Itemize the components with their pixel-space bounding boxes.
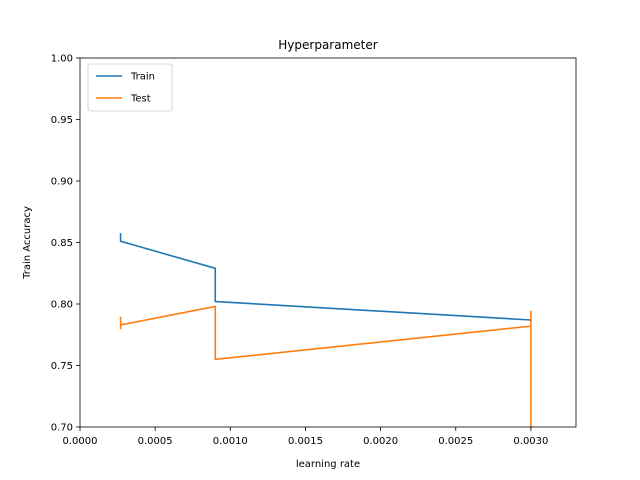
y-axis-label: Train Accuracy xyxy=(22,206,33,280)
y-tick-label: 0.80 xyxy=(51,300,73,311)
legend: Train Test xyxy=(87,63,173,112)
y-tick-label: 0.95 xyxy=(51,115,73,126)
y-tick-label: 0.70 xyxy=(51,423,73,434)
y-tick-label: 0.90 xyxy=(51,177,73,188)
y-tick-label: 0.85 xyxy=(51,238,73,249)
legend-label-train: Train xyxy=(130,72,155,83)
x-tick-label: 0.0025 xyxy=(438,436,473,447)
legend-label-test: Test xyxy=(130,94,151,105)
x-tick-label: 0.0010 xyxy=(213,436,248,447)
legend-box xyxy=(87,63,173,112)
x-tick-label: 0.0030 xyxy=(513,436,548,447)
x-tick-label: 0.0000 xyxy=(63,436,98,447)
series-line-test xyxy=(119,305,532,428)
chart-title: Hyperparameter xyxy=(278,38,377,52)
series-layer xyxy=(119,233,532,428)
x-tick-label: 0.0015 xyxy=(288,436,323,447)
y-tick-label: 0.75 xyxy=(51,361,73,372)
x-axis: 0.0000 0.0005 0.0010 0.0015 0.0020 0.0025 0.00… xyxy=(63,427,548,447)
y-tick-label: 1.00 xyxy=(51,54,73,65)
y-axis: 0.70 0.75 0.80 0.85 0.90 0.95 1.00 xyxy=(51,54,80,434)
x-tick-label: 0.0005 xyxy=(138,436,173,447)
x-axis-label: learning rate xyxy=(296,459,360,470)
x-tick-label: 0.0020 xyxy=(363,436,398,447)
